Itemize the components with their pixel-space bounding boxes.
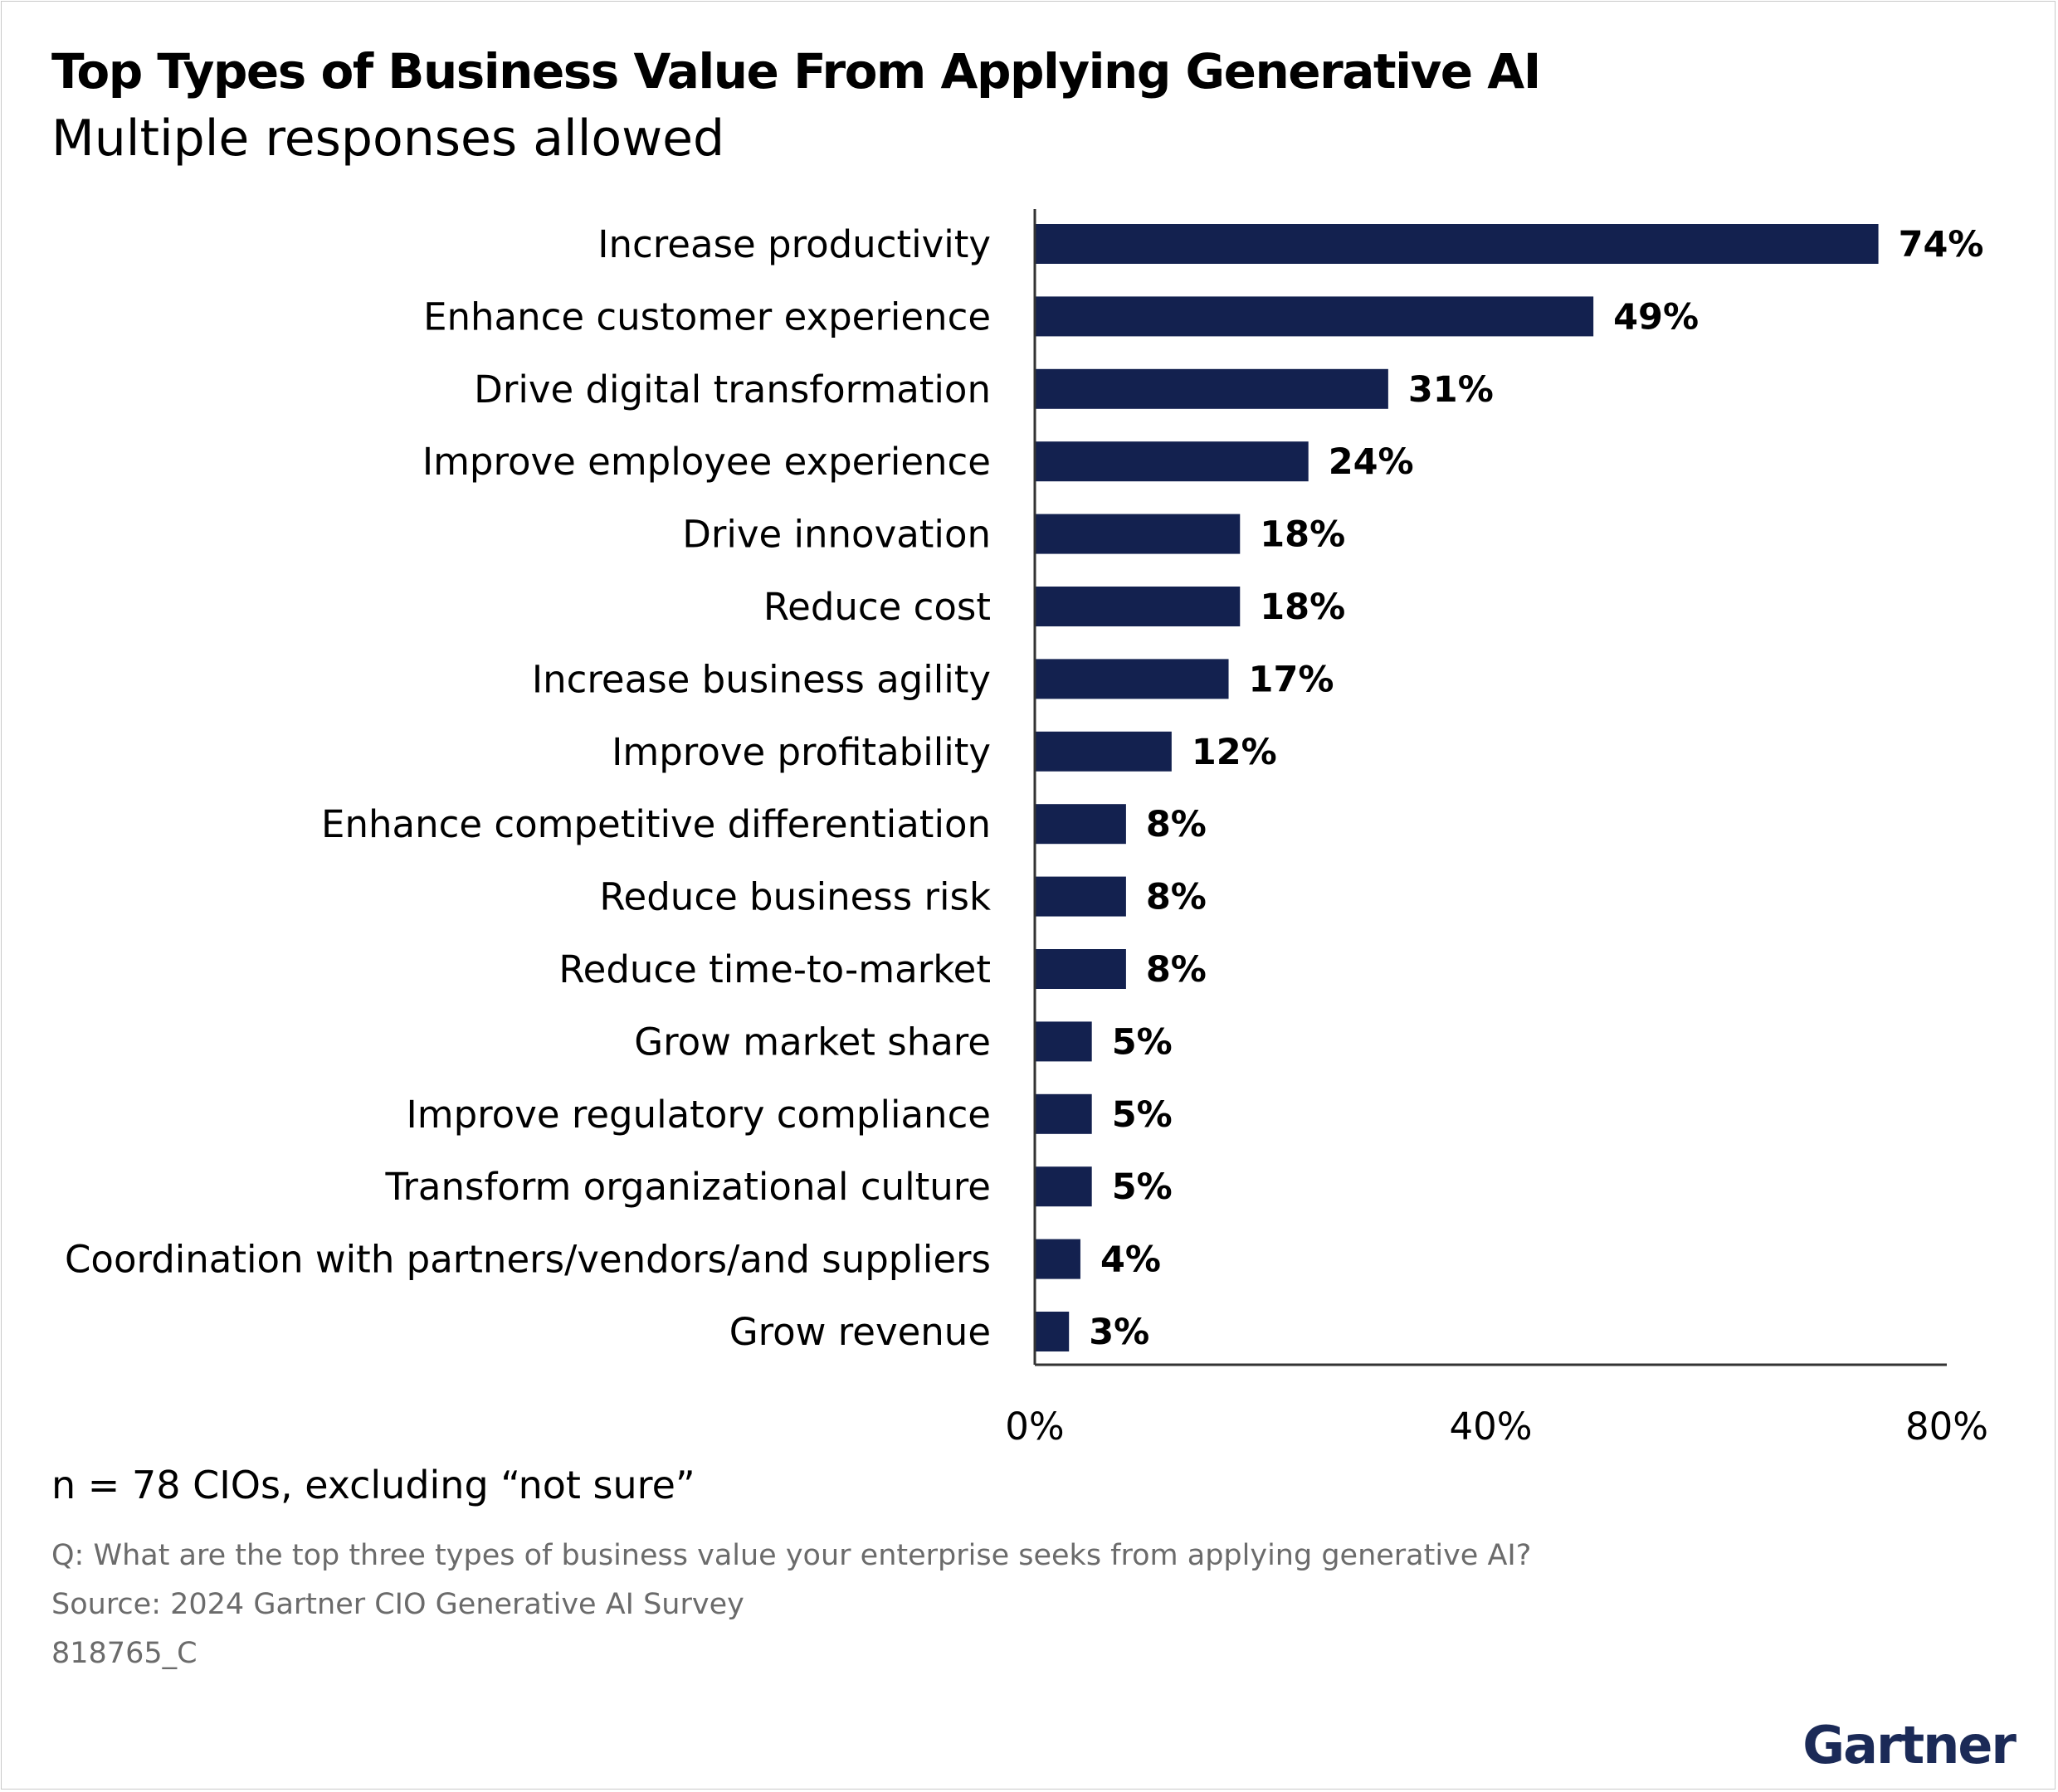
category-label: Improve employee experience xyxy=(422,440,991,484)
chart-subtitle: Multiple responses allowed xyxy=(51,110,725,168)
category-label: Reduce time-to-market xyxy=(558,947,991,991)
data-label: 18% xyxy=(1260,514,1345,556)
data-label: 5% xyxy=(1112,1166,1173,1208)
data-label: 5% xyxy=(1112,1021,1173,1063)
bar xyxy=(1035,1239,1080,1279)
data-label: 31% xyxy=(1408,369,1494,411)
category-label: Grow revenue xyxy=(729,1310,991,1354)
data-label: 8% xyxy=(1146,949,1207,991)
bar xyxy=(1035,1312,1070,1351)
category-label: Increase business agility xyxy=(532,657,991,701)
data-label: 18% xyxy=(1260,587,1345,628)
category-label: Transform organizational culture xyxy=(385,1165,991,1209)
bar xyxy=(1035,224,1879,264)
bar-chart: Increase productivity 74% Enhance customer… xyxy=(65,209,1988,1444)
bar xyxy=(1035,1166,1092,1207)
category-label: Drive digital transformation xyxy=(474,368,991,411)
category-label: Reduce cost xyxy=(763,585,991,629)
category-label: Grow market share xyxy=(634,1020,991,1064)
document-id: 818765_C xyxy=(51,1637,198,1670)
data-label: 17% xyxy=(1249,659,1334,700)
category-label: Increase productivity xyxy=(597,222,991,266)
survey-question: Q: What are the top three types of busin… xyxy=(51,1539,1532,1572)
bar xyxy=(1035,659,1229,699)
bar xyxy=(1035,1021,1092,1062)
data-label: 74% xyxy=(1899,224,1984,265)
bar xyxy=(1035,368,1388,409)
gartner-logo: Gartner xyxy=(1802,1715,2017,1775)
bar xyxy=(1035,876,1126,917)
data-label: 12% xyxy=(1192,732,1277,773)
bar xyxy=(1035,587,1241,626)
data-label: 49% xyxy=(1613,296,1699,338)
category-label: Enhance competitive differentiation xyxy=(321,802,991,846)
bar xyxy=(1035,731,1172,772)
data-label: 24% xyxy=(1329,441,1414,483)
x-tick-label: 80% xyxy=(1905,1405,1988,1444)
chart-title: Top Types of Business Value From Applyin… xyxy=(51,43,1541,100)
data-label: 8% xyxy=(1146,804,1207,845)
bar xyxy=(1035,1093,1092,1134)
category-label: Coordination with partners/vendors/and s… xyxy=(65,1238,991,1282)
bar xyxy=(1035,949,1126,989)
bar xyxy=(1035,804,1126,845)
data-label: 8% xyxy=(1146,877,1207,918)
x-tick-label: 0% xyxy=(1005,1405,1064,1444)
data-label: 3% xyxy=(1089,1312,1149,1353)
category-label: Improve profitability xyxy=(612,730,991,774)
category-label: Drive innovation xyxy=(682,513,991,557)
bar xyxy=(1035,514,1241,554)
category-label: Improve regulatory compliance xyxy=(406,1093,991,1137)
data-label: 4% xyxy=(1100,1239,1161,1281)
data-label: 5% xyxy=(1112,1094,1173,1136)
x-tick-label: 40% xyxy=(1449,1405,1532,1444)
bar xyxy=(1035,296,1594,337)
bar xyxy=(1035,441,1309,482)
source-note: Source: 2024 Gartner CIO Generative AI S… xyxy=(51,1588,744,1621)
sample-note: n = 78 CIOs, excluding “not sure” xyxy=(51,1463,695,1507)
category-label: Enhance customer experience xyxy=(423,295,991,338)
category-label: Reduce business risk xyxy=(599,875,991,919)
